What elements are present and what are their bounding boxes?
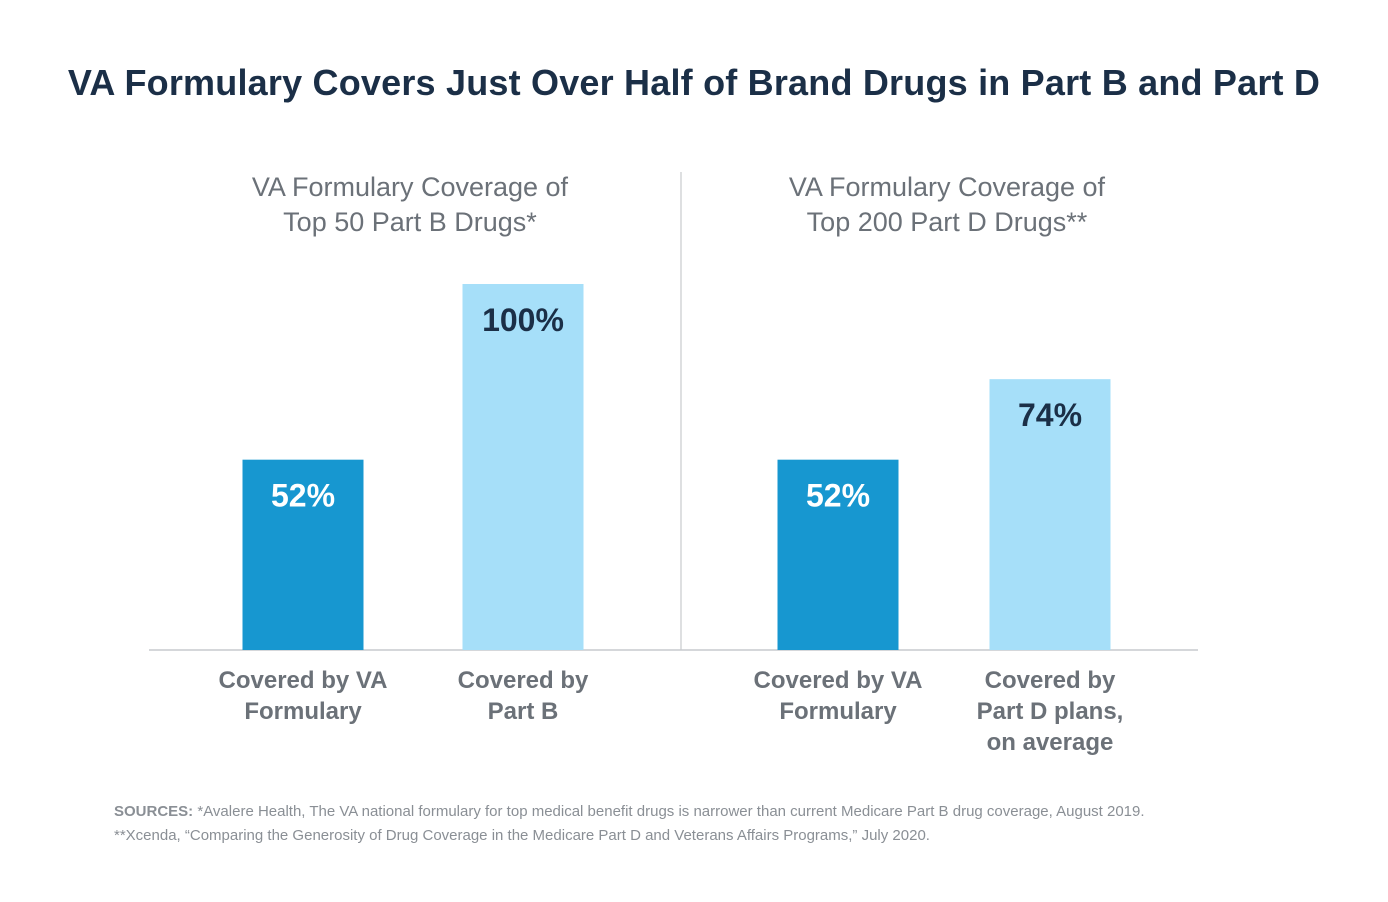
- bar-data-label: 100%: [482, 302, 564, 338]
- bar-data-label: 74%: [1018, 397, 1082, 433]
- bar-comparison: [989, 379, 1111, 650]
- bar-data-label: 52%: [806, 478, 870, 514]
- chart-panel-1: VA Formulary Coverage of Top 50 Part B Dr…: [219, 172, 589, 725]
- source-line-1: *Avalere Health, The VA national formula…: [193, 803, 1145, 820]
- category-label: Covered by Part B: [458, 667, 589, 725]
- chart-subtitle: VA Formulary Coverage of Top 200 Part D D…: [789, 172, 1106, 237]
- chart-title: VA Formulary Covers Just Over Half of Br…: [67, 62, 1321, 103]
- sources-lead: SOURCES:: [114, 803, 194, 820]
- source-line-2: **Xcenda, “Comparing the Generosity of D…: [114, 827, 930, 844]
- bar-data-label: 52%: [271, 478, 335, 514]
- bar-va-formulary: [242, 459, 364, 650]
- chart-panel-2: VA Formulary Coverage of Top 200 Part D D…: [754, 172, 1124, 756]
- category-label: Covered by Part D plans, on average: [977, 667, 1124, 756]
- category-label: Covered by VA Formulary: [219, 667, 388, 725]
- bar-comparison: [462, 284, 584, 650]
- sources-note: SOURCES: *Avalere Health, The VA nationa…: [114, 800, 1354, 848]
- bar-va-formulary: [777, 459, 899, 650]
- category-label: Covered by VA Formulary: [754, 667, 923, 725]
- chart-subtitle: VA Formulary Coverage of Top 50 Part B Dr…: [252, 172, 569, 237]
